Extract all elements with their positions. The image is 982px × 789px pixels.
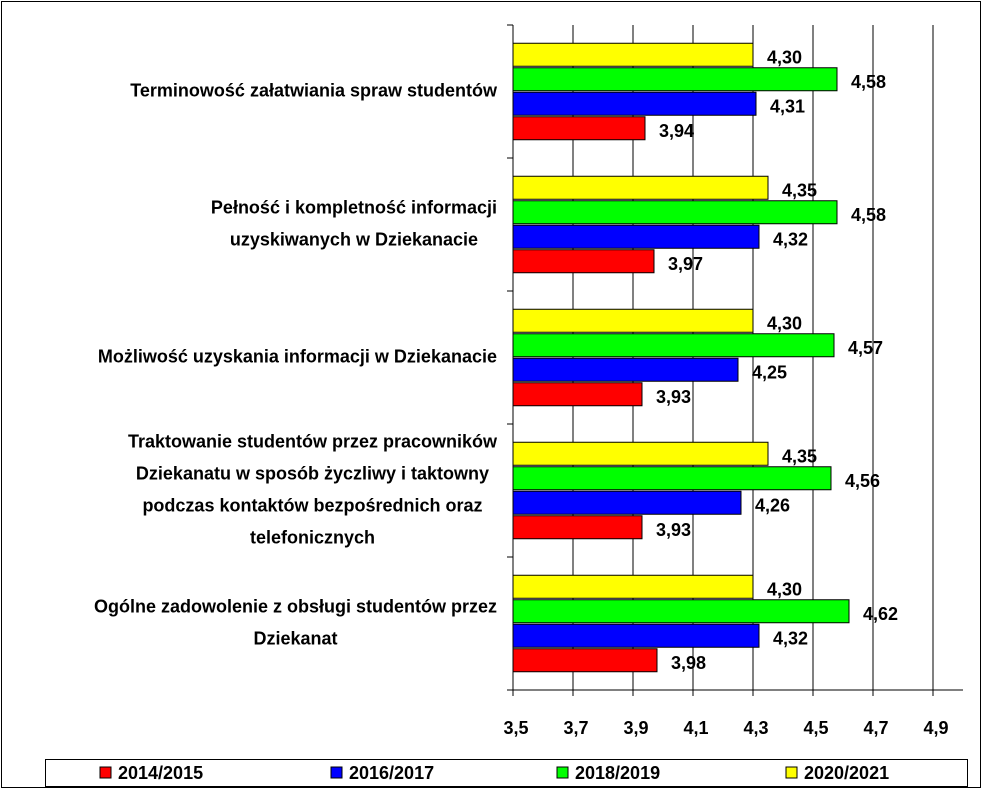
category-label: telefonicznych	[250, 527, 375, 547]
data-label: 4,25	[752, 363, 787, 383]
data-label: 4,30	[767, 48, 802, 68]
data-label: 4,35	[782, 447, 817, 467]
data-label: 4,30	[767, 580, 802, 600]
legend-label: 2020/2021	[804, 763, 889, 783]
data-label: 3,94	[659, 121, 694, 141]
legend-swatch	[556, 766, 569, 779]
category-label: Możliwość uzyskania informacji w Dziekan…	[98, 346, 497, 366]
x-tick-label: 3,9	[623, 718, 648, 738]
category-label: Pełność i kompletność informacji	[211, 197, 497, 217]
data-label: 4,56	[845, 471, 880, 491]
data-label: 3,93	[656, 387, 691, 407]
bar	[512, 116, 646, 141]
data-label: 4,58	[851, 72, 886, 92]
bar	[512, 599, 850, 624]
category-label: Dziekanatu w sposób życzliwy i taktowny	[136, 463, 489, 483]
legend-swatch	[99, 766, 112, 779]
bar	[512, 249, 655, 274]
data-label: 4,31	[770, 97, 805, 117]
legend-swatch	[330, 766, 343, 779]
x-tick-label: 4,7	[863, 718, 888, 738]
bar	[512, 382, 643, 407]
data-label: 4,58	[851, 205, 886, 225]
data-label: 4,35	[782, 181, 817, 201]
legend-label: 2014/2015	[118, 763, 203, 783]
category-label: podczas kontaktów bezpośrednich oraz	[142, 495, 482, 515]
bar	[512, 91, 757, 116]
x-tick-label: 4,9	[923, 718, 948, 738]
x-tick-label: 4,1	[683, 718, 708, 738]
x-tick-label: 3,7	[563, 718, 588, 738]
bar	[512, 574, 754, 599]
x-tick-label: 4,5	[803, 718, 828, 738]
bar	[512, 175, 769, 200]
data-label: 4,57	[848, 338, 883, 358]
x-tick-label: 4,3	[743, 718, 768, 738]
data-label: 4,32	[773, 230, 808, 250]
bar	[512, 490, 742, 515]
data-label: 3,93	[656, 520, 691, 540]
category-label: Traktowanie studentów przez pracowników	[128, 431, 498, 451]
bar	[512, 67, 838, 92]
data-label: 4,62	[863, 604, 898, 624]
data-label: 4,26	[755, 496, 790, 516]
bar	[512, 515, 643, 540]
x-tick-label: 3,5	[503, 718, 528, 738]
bar	[512, 623, 760, 648]
data-label: 4,30	[767, 314, 802, 334]
bar	[512, 466, 832, 491]
legend-label: 2018/2019	[575, 763, 660, 783]
bar	[512, 357, 739, 382]
legend-swatch	[785, 766, 798, 779]
data-label: 3,97	[668, 254, 703, 274]
bar	[512, 200, 838, 225]
bar	[512, 224, 760, 249]
bar	[512, 333, 835, 358]
bar	[512, 441, 769, 466]
category-label: Dziekanat	[253, 628, 337, 648]
data-label: 3,98	[671, 653, 706, 673]
data-label: 4,32	[773, 629, 808, 649]
category-label: uzyskiwanych w Dziekanacie	[230, 229, 478, 249]
legend-box	[45, 759, 968, 787]
bar	[512, 42, 754, 67]
legend-label: 2016/2017	[349, 763, 434, 783]
bar	[512, 648, 658, 673]
category-label: Terminowość załatwiania spraw studentów	[130, 80, 498, 100]
bar	[512, 308, 754, 333]
category-label: Ogólne zadowolenie z obsługi studentów p…	[94, 596, 497, 616]
